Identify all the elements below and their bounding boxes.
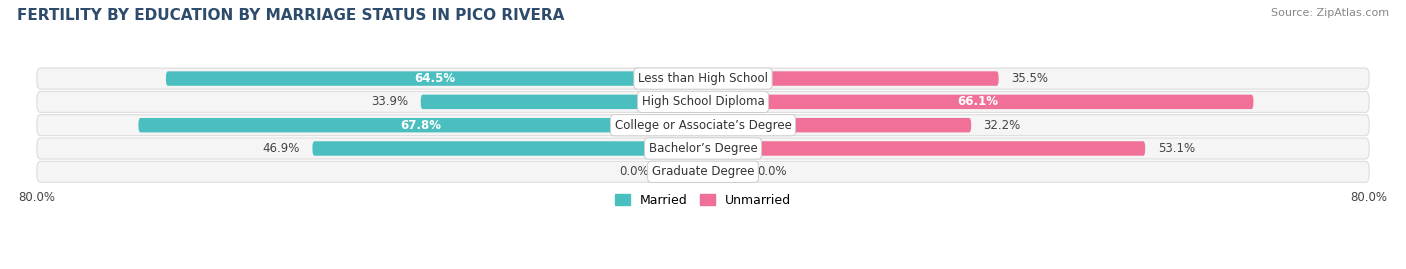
FancyBboxPatch shape (166, 71, 703, 86)
FancyBboxPatch shape (703, 141, 1144, 156)
Text: 53.1%: 53.1% (1157, 142, 1195, 155)
FancyBboxPatch shape (37, 115, 1369, 136)
Text: 0.0%: 0.0% (756, 165, 787, 178)
Text: 67.8%: 67.8% (401, 119, 441, 132)
FancyBboxPatch shape (37, 68, 1369, 89)
FancyBboxPatch shape (37, 91, 1369, 112)
Text: Graduate Degree: Graduate Degree (652, 165, 754, 178)
Text: 35.5%: 35.5% (1011, 72, 1047, 85)
Text: 46.9%: 46.9% (263, 142, 299, 155)
Text: 33.9%: 33.9% (371, 95, 408, 108)
Text: 64.5%: 64.5% (413, 72, 456, 85)
Text: College or Associate’s Degree: College or Associate’s Degree (614, 119, 792, 132)
FancyBboxPatch shape (420, 95, 703, 109)
FancyBboxPatch shape (703, 118, 972, 132)
Text: 0.0%: 0.0% (619, 165, 650, 178)
Text: High School Diploma: High School Diploma (641, 95, 765, 108)
Text: 66.1%: 66.1% (957, 95, 998, 108)
FancyBboxPatch shape (138, 118, 703, 132)
FancyBboxPatch shape (703, 165, 737, 179)
FancyBboxPatch shape (312, 141, 703, 156)
Text: Bachelor’s Degree: Bachelor’s Degree (648, 142, 758, 155)
Legend: Married, Unmarried: Married, Unmarried (610, 189, 796, 212)
Text: Less than High School: Less than High School (638, 72, 768, 85)
FancyBboxPatch shape (703, 71, 998, 86)
FancyBboxPatch shape (37, 161, 1369, 182)
FancyBboxPatch shape (703, 95, 1253, 109)
FancyBboxPatch shape (37, 138, 1369, 159)
Text: 32.2%: 32.2% (984, 119, 1021, 132)
Text: Source: ZipAtlas.com: Source: ZipAtlas.com (1271, 8, 1389, 18)
Text: FERTILITY BY EDUCATION BY MARRIAGE STATUS IN PICO RIVERA: FERTILITY BY EDUCATION BY MARRIAGE STATU… (17, 8, 564, 23)
FancyBboxPatch shape (669, 165, 703, 179)
